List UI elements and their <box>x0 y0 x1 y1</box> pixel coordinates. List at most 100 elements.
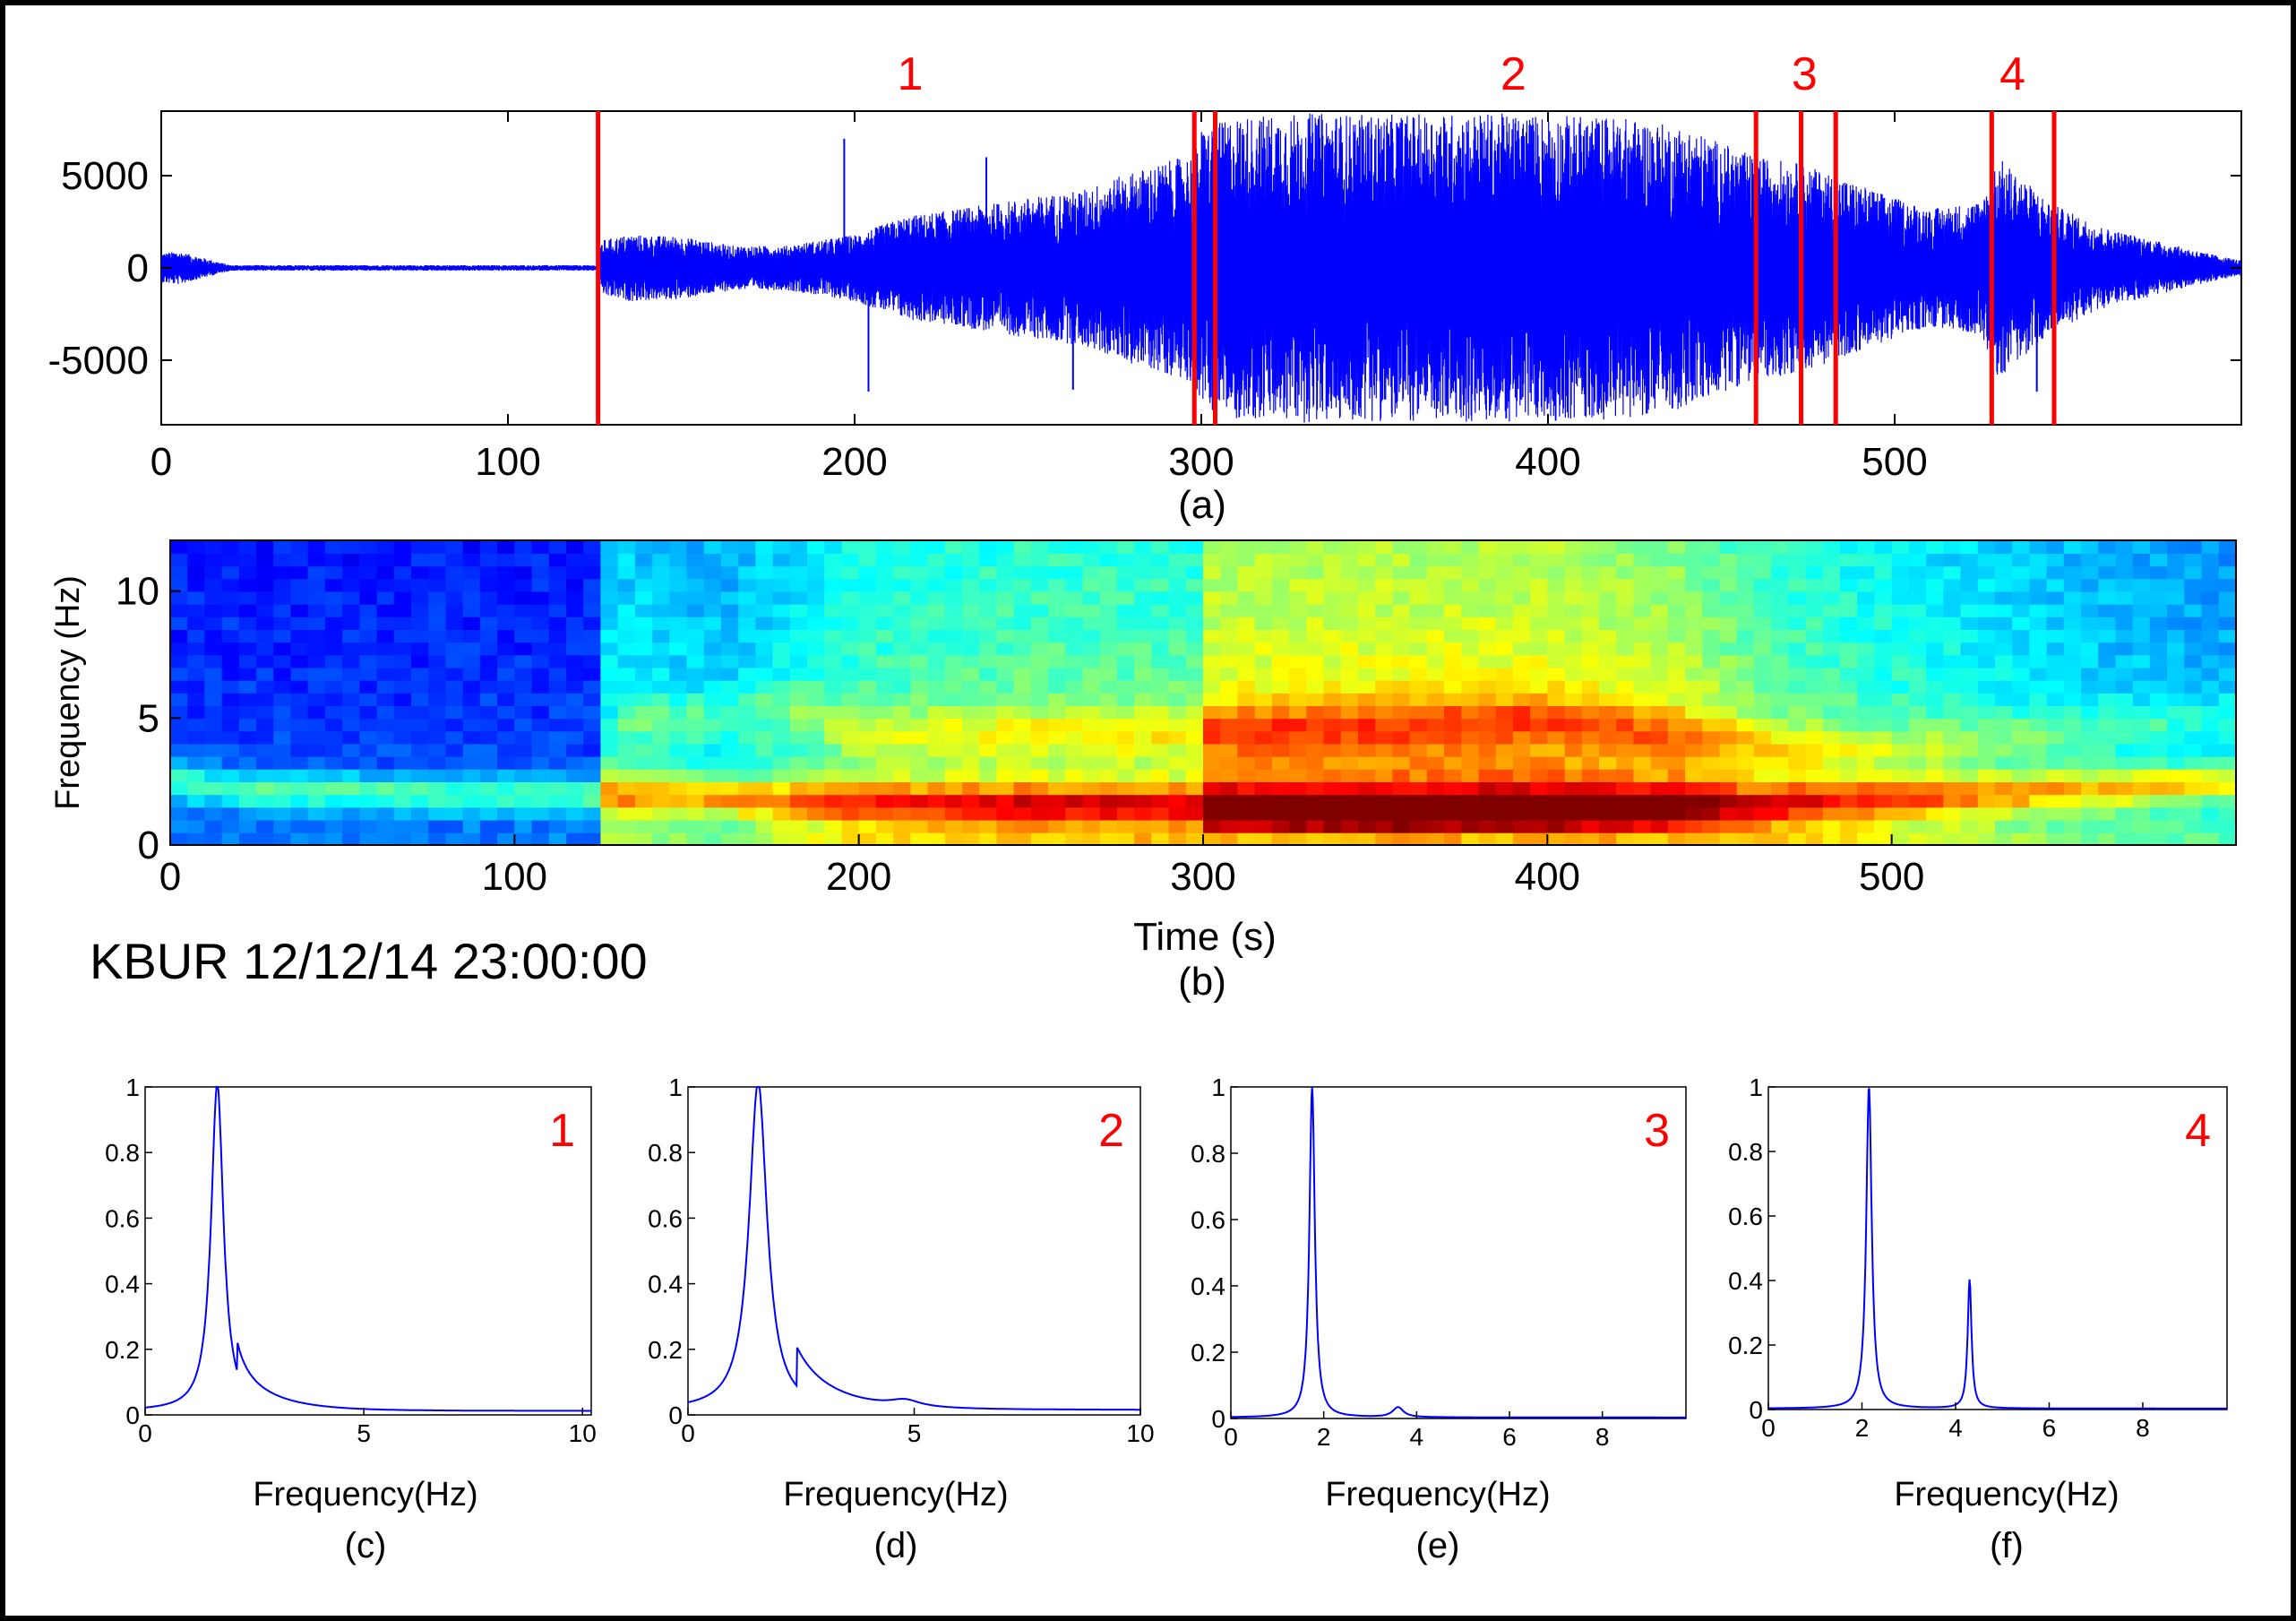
spectrogram-cell <box>1702 693 1721 706</box>
spectrogram-cell <box>1581 769 1600 782</box>
spectrogram-cell <box>1392 565 1411 580</box>
spectrogram-cell <box>720 565 739 580</box>
spectrogram-cell <box>1099 743 1118 757</box>
spectrogram-cell <box>1203 591 1221 605</box>
spectrogram-cell <box>2167 540 2186 554</box>
spectrogram-cell <box>1995 781 2013 796</box>
spectrogram-cell <box>221 819 240 833</box>
spectrogram-cell <box>2012 565 2031 580</box>
spectrogram-cell <box>1702 565 1721 580</box>
spectrogram-cell <box>1702 654 1721 668</box>
spectrogram-cell <box>1099 794 1118 808</box>
spectrogram-cell <box>1099 806 1118 821</box>
spectrogram-cell <box>1908 794 1927 808</box>
spectrogram-cell <box>944 578 963 592</box>
spectrogram-cell <box>2046 553 2065 567</box>
spectrogram-cell <box>1203 616 1221 630</box>
spectrogram-cell <box>1633 654 1652 668</box>
spectrogram-cell <box>256 679 275 694</box>
spectrogram-cell <box>1375 616 1394 630</box>
spectrogram-cell <box>755 578 774 592</box>
spectrogram-cell <box>1667 794 1686 808</box>
spectrogram-cell <box>1512 718 1531 732</box>
spectrogram-cell <box>1409 679 1428 694</box>
spectrogram-cell <box>979 654 998 668</box>
spectrogram-cell <box>256 730 275 745</box>
spectrogram-cell <box>1065 591 1084 605</box>
spectrogram-cell <box>962 794 980 808</box>
spectrogram-cell <box>772 718 791 732</box>
spectrogram-cell <box>617 705 636 720</box>
spectrogram-cell <box>2201 629 2220 643</box>
spectrogram-cell <box>376 667 395 681</box>
spectrogram-cell <box>238 705 257 720</box>
spectrogram-cell <box>204 832 223 845</box>
spectrogram-cell <box>566 591 584 605</box>
spectrogram-cell <box>1995 667 2013 681</box>
spectrogram-cell <box>1805 540 1824 554</box>
spectrogram-cell <box>170 654 188 668</box>
spectrogram-cell <box>273 693 292 706</box>
spectrogram-cell <box>875 679 894 694</box>
spectrogram-cell <box>479 755 498 770</box>
spectrogram-cell <box>1461 629 1480 643</box>
spectrogram-cell <box>1943 629 1962 643</box>
spectrogram-cell <box>996 565 1015 580</box>
spectrogram-cell <box>2115 654 2134 668</box>
spectrogram-cell <box>462 832 481 845</box>
spectrogram-cell <box>583 553 602 567</box>
spectrogram-cell <box>187 603 206 617</box>
spectrogram-cell <box>2184 578 2203 592</box>
spectrogram-cell <box>875 743 894 757</box>
spectrogram-cell <box>807 806 825 821</box>
spectrogram-cell <box>755 743 774 757</box>
x-tick-label: 200 <box>826 855 891 899</box>
spectrogram-cell <box>634 718 653 732</box>
spectrogram-cell <box>2063 730 2082 745</box>
spectrogram-cell <box>1874 642 1893 656</box>
spectrogram-cell <box>927 730 946 745</box>
spectrogram-cell <box>376 591 395 605</box>
spectrogram-cell <box>1375 578 1394 592</box>
spectrogram-cell <box>617 769 636 782</box>
spectrogram-cell <box>1977 730 1996 745</box>
spectrogram-cell <box>531 781 550 796</box>
spectrogram-cell <box>789 743 808 757</box>
spectrogram-cell <box>411 718 429 732</box>
spectrogram-cell <box>1048 667 1066 681</box>
spectrogram-cell <box>841 819 860 833</box>
spectrogram-cell <box>1874 565 1893 580</box>
spectrogram-cell <box>686 616 705 630</box>
spectrogram-cell <box>996 769 1015 782</box>
spectrogram-cell <box>2184 603 2203 617</box>
spectrogram-cell <box>910 718 929 732</box>
spectrogram-cell <box>479 591 498 605</box>
y-tick-label: 10 <box>116 570 159 614</box>
spectrogram-cell <box>342 794 361 808</box>
spectrogram-cell <box>1840 642 1858 656</box>
spectrogram-cell <box>566 806 584 821</box>
spectrogram-cell <box>1771 718 1790 732</box>
spectrogram-cell <box>1633 705 1652 720</box>
spectrogram-cell <box>445 616 464 630</box>
spectrogram-cell <box>290 578 309 592</box>
spectrogram-cell <box>583 679 602 694</box>
spectrogram-cell <box>2098 629 2117 643</box>
spectrogram-cell <box>514 616 533 630</box>
spectrogram-cell <box>1977 806 1996 821</box>
spectrogram-cell <box>617 591 636 605</box>
spectrogram-cell <box>1340 743 1359 757</box>
spectrogram-cell <box>273 679 292 694</box>
spectrogram-cell <box>514 832 533 845</box>
spectrogram-cell <box>290 565 309 580</box>
spectrogram-cell <box>2201 705 2220 720</box>
spectrogram-cell <box>893 832 912 845</box>
spectrogram-cell <box>170 591 188 605</box>
spectrogram-cell <box>1908 591 1927 605</box>
spectrogram-cell <box>979 603 998 617</box>
spectrogram-cell <box>1547 693 1566 706</box>
spectrogram-cell <box>497 718 516 732</box>
spectrogram-cell <box>1254 730 1273 745</box>
